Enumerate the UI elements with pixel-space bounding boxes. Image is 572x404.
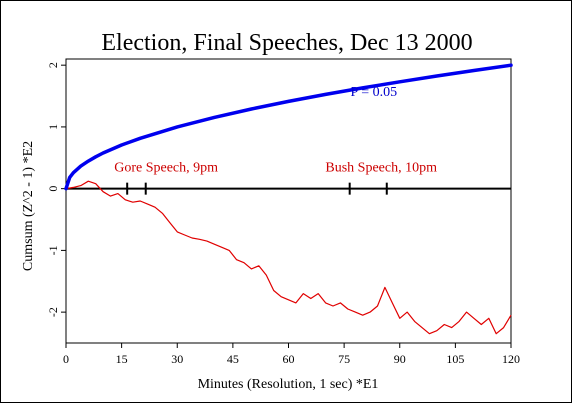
x-axis: 0 15 30 45 60 75 90 105 120 [63, 343, 520, 366]
y-tick-label: -2 [46, 307, 60, 317]
y-tick-label: -1 [46, 245, 60, 255]
x-tick-label: 120 [502, 352, 520, 366]
x-tick-label: 15 [116, 352, 128, 366]
x-axis-label: Minutes (Resolution, 1 sec) *E1 [198, 377, 379, 392]
p-curve-line [64, 63, 513, 191]
x-tick-label: 0 [63, 352, 69, 366]
x-tick-label: 45 [227, 352, 239, 366]
x-tick-label: 105 [446, 352, 464, 366]
y-tick-label: 0 [46, 186, 60, 192]
gore-speech-annotation: Gore Speech, 9pm [114, 160, 218, 175]
y-tick-label: 2 [46, 62, 60, 68]
bush-speech-annotation: Bush Speech, 10pm [325, 160, 437, 175]
x-tick-label: 75 [338, 352, 350, 366]
y-tick-label: 1 [46, 124, 60, 130]
y-axis-label: Cumsum (Z^2 - 1) *E2 [21, 141, 36, 271]
p-value-annotation: P = 0.05 [350, 85, 397, 100]
cumsum-line [65, 180, 512, 335]
x-tick-label: 90 [394, 352, 406, 366]
chart-title: Election, Final Speeches, Dec 13 2000 [101, 30, 472, 56]
y-axis: -2 -1 0 1 2 [46, 62, 66, 317]
x-tick-label: 60 [283, 352, 295, 366]
x-tick-label: 30 [171, 352, 183, 366]
chart-marks: P = 0.05 Gore Speech, 9pm Bush Speech, 10p… [64, 63, 513, 335]
